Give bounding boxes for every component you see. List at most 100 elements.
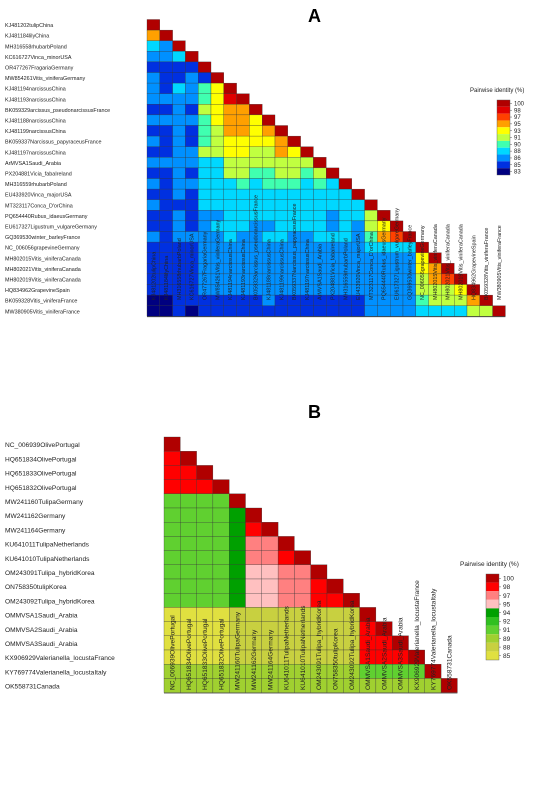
heatmap-cell [159,29,173,41]
heatmap-cell [196,578,214,594]
heatmap-cell [159,157,173,169]
heatmap-cell [210,305,224,317]
heatmap-cell [210,125,224,137]
legend-title: Pairwise identity (%) [460,561,519,568]
heatmap-cell [185,93,199,105]
heatmap-cell [163,564,181,580]
heatmap-cell [326,593,344,608]
legend-swatch [497,168,510,175]
heatmap-cell [300,178,314,190]
heatmap-cell [198,93,212,105]
heatmap-cell [294,593,311,608]
heatmap-cell [146,231,160,243]
heatmap-cell [210,210,224,222]
heatmap-cell [274,210,288,222]
heatmap-cell [146,157,160,169]
heatmap-cell [229,493,246,509]
heatmap-cell [172,82,186,94]
heatmap-cell [236,188,250,200]
heatmap-cell [262,210,276,222]
row-label: MW241160TulipaGermany [5,499,84,506]
heatmap-cell [180,465,197,480]
heatmap-cell [146,19,160,31]
heatmap-cell [146,305,160,317]
heatmap-cell [236,199,250,211]
heatmap-cell [338,220,352,232]
heatmap-cell [236,210,250,222]
heatmap-cell [210,178,224,190]
column-label: OM243091Tulipa_hybridKorea [316,600,323,690]
heatmap-cell [274,178,288,190]
column-label: ArMVSA1Saudi_Arabia [318,244,324,300]
column-label: PX204881Vicia_fabaIreland [330,233,336,300]
heatmap-cell [146,93,160,105]
row-label: KJ481197narcissusChina [5,150,66,156]
heatmap-cell [210,167,224,179]
heatmap-cell [146,135,160,147]
legend-tick-label: 100 [514,102,525,108]
heatmap-cell [261,536,279,551]
heatmap-cell [180,479,197,494]
heatmap-cell [287,146,301,158]
heatmap-cell [277,536,295,551]
heatmap-cell [229,593,246,608]
column-label: KJ481188narcissusChina [266,239,272,300]
heatmap-cell [300,220,314,232]
heatmap-cell [261,593,279,608]
heatmap-cell [351,210,365,222]
heatmap-cell [261,607,279,622]
heatmap-cell [326,167,340,179]
heatmap-cell [163,493,181,509]
heatmap-cell [212,522,230,537]
column-label: MT323117Conca_D'orChina [369,232,375,300]
heatmap-cell [146,114,160,126]
heatmap-cell [249,157,263,169]
heatmap-cell [146,72,160,84]
heatmap-cell [274,167,288,179]
heatmap-cell [262,114,276,126]
heatmap-cell [294,550,311,565]
heatmap-b: NC_006939OlivePortugal HQ651834OlivePortu… [5,436,519,694]
column-label: BK059337Narcissus_papyraceusFrance [292,204,298,301]
heatmap-cell [212,564,230,580]
heatmap-cell [185,157,199,169]
legend-tick-label: 94 [503,610,511,617]
heatmap-cell [313,220,327,232]
column-label: KJ481193narcissusChina [241,239,247,300]
heatmap-cell [180,564,197,580]
heatmap-cell [210,199,224,211]
heatmap-cell [159,188,173,200]
heatmap-cell [300,167,314,179]
row-label: PQ654440Rubus_idaeusGermany [5,214,88,220]
heatmap-cell [146,199,160,211]
heatmap-cell [313,178,327,190]
heatmap-cell [287,157,301,169]
row-label: OK558731Canada [5,684,60,691]
row-label: OMMVSA2Saudi_Arabia [5,627,78,634]
heatmap-cell [294,578,311,594]
row-label: MW241162Germany [5,513,66,520]
heatmap-cell [245,607,262,622]
column-label: ON758350tulipKorea [332,628,339,690]
heatmap-cell [326,305,340,317]
heatmap-cell [198,199,212,211]
heatmap-cell [249,178,263,190]
heatmap-cell [212,593,230,608]
heatmap-cell [196,522,214,537]
heatmap-cell [245,536,262,551]
heatmap-cell [210,114,224,126]
heatmap-cell [236,125,250,137]
column-label: HQ651834OlivePortugal [186,618,193,690]
row-label: OR477267FragariaGermany [5,66,74,72]
heatmap-cell [180,593,197,608]
row-label: KC616727Vinca_minorUSA [5,55,72,61]
heatmap-cell [159,199,173,211]
column-label: MW241160TulipaGermany [235,611,242,690]
heatmap-cell [236,114,250,126]
heatmap-cell [185,114,199,126]
heatmap-cell [236,167,250,179]
heatmap-cell [223,178,237,190]
heatmap-cell [223,82,237,94]
heatmap-cell [287,305,301,317]
